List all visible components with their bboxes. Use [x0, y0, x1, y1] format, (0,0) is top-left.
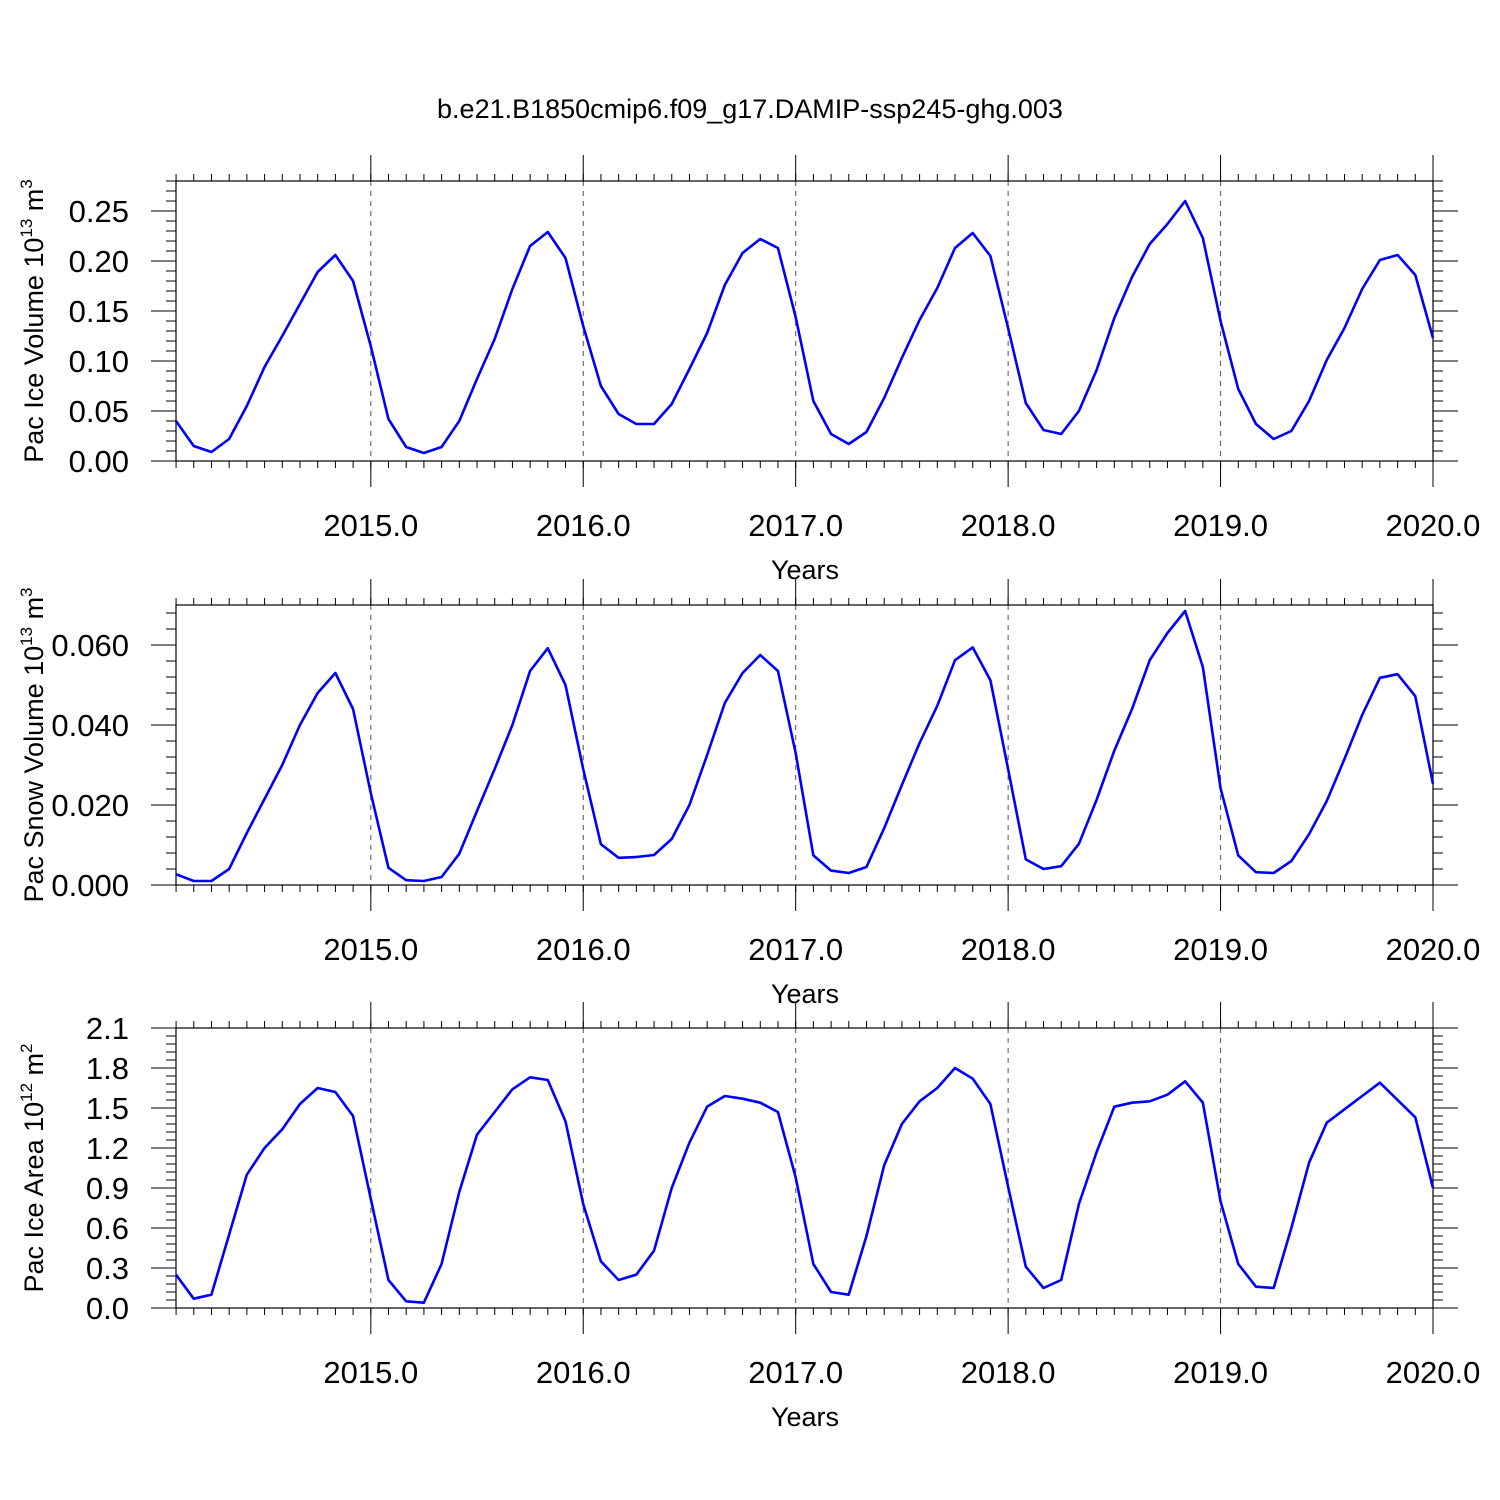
y-axis-label-unit: m — [19, 189, 49, 219]
y-tick-label: 0.040 — [51, 708, 129, 743]
y-axis-label-unit: m — [19, 1053, 49, 1083]
x-axis-label: Years — [771, 555, 839, 585]
y-tick-label: 0.20 — [69, 244, 129, 279]
series-line-ice-area — [174, 1066, 1435, 1304]
x-tick-label: 2019.0 — [1173, 508, 1268, 543]
x-tick-label: 2019.0 — [1173, 932, 1268, 967]
y-tick-label: 0.020 — [51, 788, 129, 823]
x-tick-label: 2018.0 — [961, 508, 1056, 543]
y-axis-label-unit-exponent: 2 — [17, 1043, 36, 1052]
panel-ice-area: 2015.0 2016.0 2017.0 2018.0 2019.0 2020.0 0.0 0… — [17, 1002, 1480, 1432]
panel-snow-volume: 2015.0 2016.0 2017.0 2018.0 2019.0 2020.0 0.00… — [17, 579, 1480, 1009]
x-tick-label: 2017.0 — [748, 508, 843, 543]
y-tick-label: 0.15 — [69, 294, 129, 329]
plot-frame — [175, 1027, 1434, 1309]
y-tick-label: 0.9 — [86, 1171, 129, 1206]
y-tick-label: 0.060 — [51, 628, 129, 663]
x-tick-label: 2018.0 — [961, 1355, 1056, 1390]
y-axis-label-unit-exponent: 3 — [17, 587, 36, 596]
y-tick-label: 0.10 — [69, 344, 129, 379]
x-tick-label: 2020.0 — [1386, 932, 1481, 967]
x-tick-label: 2016.0 — [536, 508, 631, 543]
x-axis-label: Years — [771, 979, 839, 1009]
y-tick-label: 0.3 — [86, 1251, 129, 1286]
plot-frame — [175, 180, 1434, 462]
y-axis-label-text: Pac Ice Area 10 — [19, 1102, 49, 1293]
y-tick-label: 0.0 — [86, 1291, 129, 1326]
y-axis-label: Pac Snow Volume 1013 m3 — [17, 587, 49, 902]
x-tick-label: 2015.0 — [323, 508, 418, 543]
x-tick-label: 2015.0 — [323, 1355, 418, 1390]
y-tick-label: 2.1 — [86, 1011, 129, 1046]
y-tick-label: 1.2 — [86, 1131, 129, 1166]
x-tick-label: 2020.0 — [1386, 1355, 1481, 1390]
x-tick-label: 2019.0 — [1173, 1355, 1268, 1390]
plot-frame — [175, 604, 1434, 886]
x-tick-label: 2018.0 — [961, 932, 1056, 967]
y-axis-label-exponent: 12 — [17, 1083, 36, 1102]
x-tick-label: 2016.0 — [536, 932, 631, 967]
y-tick-label: 1.8 — [86, 1051, 129, 1086]
y-axis-label-unit: m — [19, 597, 49, 627]
y-axis-label-unit-exponent: 3 — [17, 179, 36, 188]
x-tick-label: 2017.0 — [748, 932, 843, 967]
x-tick-label: 2020.0 — [1386, 508, 1481, 543]
y-axis-label-text: Pac Ice Volume 10 — [19, 238, 49, 463]
y-tick-label: 0.25 — [69, 194, 129, 229]
figure-title: b.e21.B1850cmip6.f09_g17.DAMIP-ssp245-gh… — [437, 94, 1063, 124]
x-axis-label: Years — [771, 1402, 839, 1432]
x-tick-label: 2015.0 — [323, 932, 418, 967]
y-tick-label: 1.5 — [86, 1091, 129, 1126]
series-line-ice-volume — [174, 199, 1435, 455]
y-axis-label-text: Pac Snow Volume 10 — [19, 646, 49, 903]
panel-ice-volume: 2015.0 2016.0 2017.0 2018.0 2019.0 2020.0 0.00… — [17, 155, 1480, 585]
x-tick-label: 2017.0 — [748, 1355, 843, 1390]
series-line-snow-volume — [175, 609, 1435, 883]
y-axis-label-exponent: 13 — [17, 627, 36, 646]
y-tick-label: 0.00 — [69, 444, 129, 479]
x-tick-label: 2016.0 — [536, 1355, 631, 1390]
y-tick-label: 0.000 — [51, 868, 129, 903]
y-tick-label: 0.6 — [86, 1211, 129, 1246]
y-axis-label: Pac Ice Volume 1013 m3 — [17, 179, 49, 463]
y-tick-label: 0.05 — [69, 394, 129, 429]
y-axis-label-exponent: 13 — [17, 219, 36, 238]
panels: 2015.0 2016.0 2017.0 2018.0 2019.0 2020.00.00… — [17, 155, 1480, 1432]
y-axis-label: Pac Ice Area 1012 m2 — [17, 1043, 49, 1292]
